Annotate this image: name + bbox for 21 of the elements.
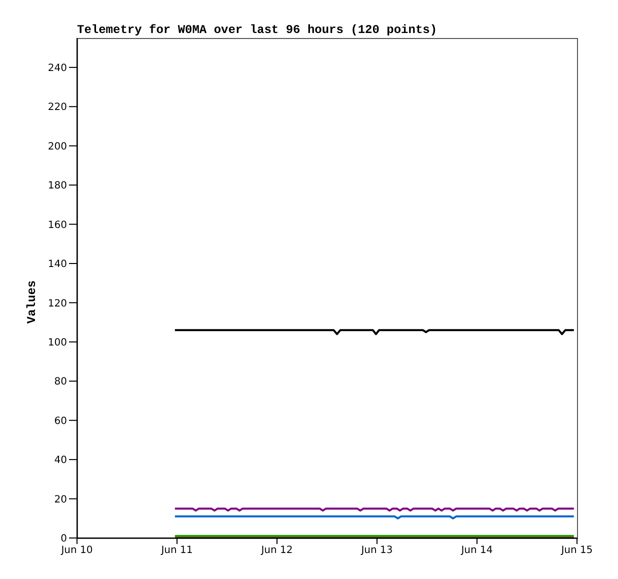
x-tick-label: Jun 10 — [60, 545, 93, 556]
y-tick-label: 120 — [48, 298, 67, 310]
y-tick-label: 20 — [54, 494, 67, 506]
y-tick-label: 40 — [54, 455, 67, 466]
x-tick-label: Jun 14 — [460, 545, 493, 556]
y-tick-label: 240 — [48, 62, 67, 74]
y-axis-title: Values — [25, 279, 39, 326]
y-tick-label: 180 — [48, 180, 67, 192]
chart-title: Telemetry for W0MA over last 96 hours (120 points) — [77, 23, 438, 37]
y-tick-label: 60 — [54, 416, 67, 427]
y-tick-label: 220 — [48, 102, 67, 114]
y-tick-label: 80 — [54, 376, 67, 388]
x-tick-label: Jun 11 — [160, 545, 193, 556]
x-tick-label: Jun 12 — [260, 545, 293, 556]
x-tick-label: Jun 13 — [360, 545, 393, 556]
y-tick-label: 100 — [48, 337, 67, 348]
y-tick-label: 200 — [48, 141, 67, 152]
y-tick-label: 140 — [48, 259, 67, 270]
y-tick-label: 0 — [60, 534, 67, 545]
y-tick-label: 160 — [48, 220, 67, 231]
x-tick-label: Jun 15 — [560, 545, 593, 556]
